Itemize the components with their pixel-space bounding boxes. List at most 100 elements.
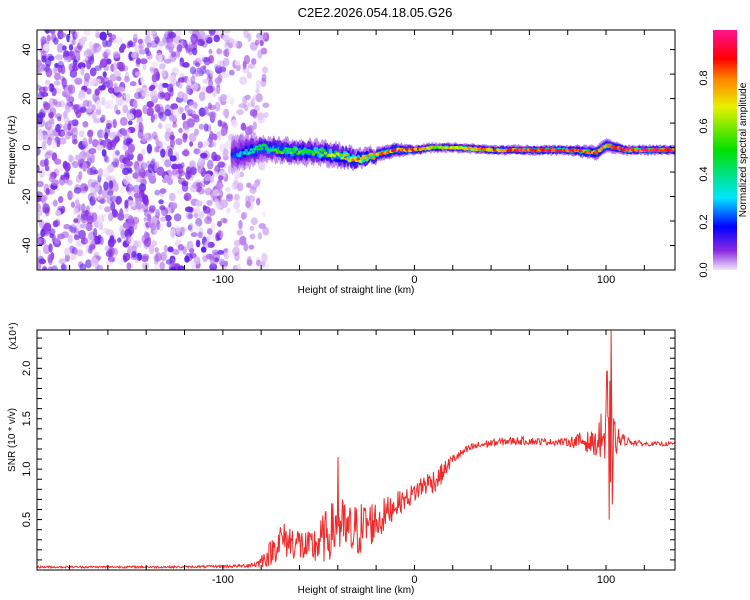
noise-cell [106,80,114,90]
noise-cell [216,59,222,68]
noise-cell [85,107,93,113]
noise-cell [150,222,156,231]
noise-cell [48,118,55,125]
ridge-cell [282,149,287,153]
noise-cell [159,140,167,148]
noise-cell [84,185,89,192]
noise-cell [186,118,195,128]
noise-cell [46,34,51,42]
noise-cell [219,60,225,68]
noise-cell [195,217,203,227]
noise-cell [214,257,219,263]
noise-cell [206,124,212,132]
noise-cell [37,164,40,173]
noise-cell [200,33,208,42]
noise-cell [196,164,204,174]
noise-cell [134,44,140,53]
noise-cell [225,186,231,192]
noise-cell [216,48,223,55]
noise-cell [163,58,172,64]
noise-cell [94,88,100,95]
noise-cell [258,223,266,230]
noise-cell [213,133,218,141]
noise-cell [262,66,269,74]
noise-cell [207,228,213,235]
noise-cell [109,195,118,203]
noise-cell [170,266,176,270]
noise-cell [150,67,158,75]
noise-cell [218,175,224,181]
noise-cell [242,103,250,109]
noise-cell [111,209,118,218]
x-tick-label: 0 [411,574,417,586]
noise-cell [43,183,50,194]
noise-cell [247,124,254,135]
noise-cell [189,141,194,147]
noise-cell [204,34,213,42]
noise-cell [91,104,96,112]
noise-cell [213,34,220,43]
noise-cell [212,252,221,263]
noise-cell [120,229,125,239]
noise-cell [128,40,133,48]
noise-cell [78,171,83,180]
noise-cell [202,205,207,211]
noise-cell [247,32,252,43]
noise-cell [133,240,139,250]
noise-cell [37,59,42,67]
noise-cell [108,212,114,222]
noise-cell [144,209,149,217]
noise-cell [202,86,207,95]
noise-cell [122,252,131,262]
colorbar-tick-label: 0.2 [698,214,710,229]
noise-cell [202,65,207,71]
ridge-cell [247,151,252,155]
noise-cell [94,65,102,71]
noise-cell [98,138,104,146]
noise-cell [72,103,81,110]
ridge-cell [309,150,314,154]
noise-cell [149,66,155,72]
noise-cell [246,71,253,79]
noise-cell [64,247,70,256]
noise-cell [129,186,136,197]
noise-cell [255,93,263,103]
noise-cell [82,99,90,107]
noise-cell [257,232,263,240]
noise-cell [244,94,251,101]
noise-cell [249,186,257,194]
spectrogram-marks [37,30,675,270]
noise-cell [103,153,108,162]
colorbar: 0.0 0.2 0.4 0.6 0.8 Normalized spectral ampl… [698,30,749,278]
noise-cell [141,87,147,98]
noise-cell [163,244,168,253]
noise-cell [193,256,201,265]
noise-cell [91,111,97,120]
noise-cell [198,30,206,39]
noise-cell [141,262,149,270]
noise-cell [249,233,256,240]
noise-cell [59,137,67,145]
noise-cell [224,108,230,119]
noise-cell [83,30,91,36]
noise-cell [206,37,213,44]
noise-cell [101,96,106,106]
noise-cell [57,166,63,173]
noise-cell [216,47,221,55]
noise-cell [164,122,172,131]
noise-cell [90,257,99,267]
noise-cell [136,252,143,261]
noise-cell [54,72,61,81]
noise-cell [147,107,154,116]
noise-cell [211,222,216,231]
noise-cell [173,225,182,236]
noise-cell [71,247,78,256]
noise-cell [171,163,179,170]
noise-cell [124,71,130,81]
noise-cell [191,114,200,120]
noise-cell [232,38,238,48]
spectrogram-panel: -100 0 100 40 20 0 -20 -40 Height of straight l… [7,29,676,296]
noise-cell [170,228,176,239]
noise-cell [161,82,169,88]
